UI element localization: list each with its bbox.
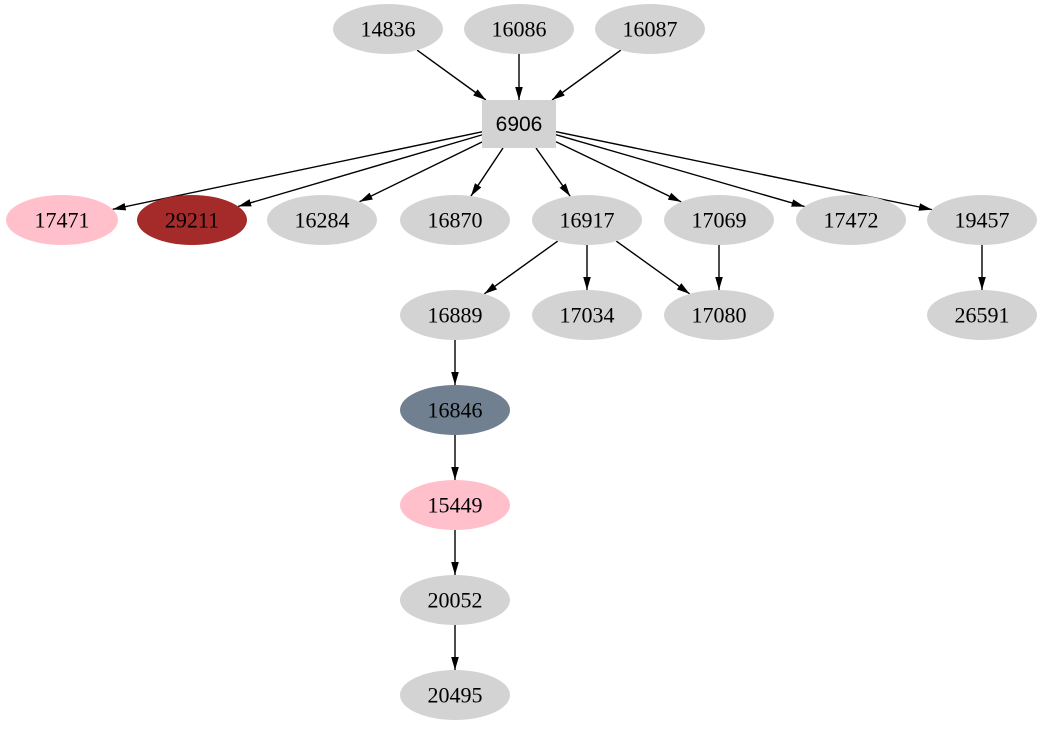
node-label-16889: 16889 <box>428 302 483 327</box>
node-label-15449: 15449 <box>428 492 483 517</box>
node-ellipse-shape <box>333 4 443 54</box>
node-ellipse-shape <box>927 195 1037 245</box>
node-20052: 20052 <box>400 575 510 625</box>
node-ellipse-shape <box>400 575 510 625</box>
node-label-20052: 20052 <box>428 587 483 612</box>
node-ellipse-shape <box>400 195 510 245</box>
node-14836: 14836 <box>333 4 443 54</box>
node-label-17472: 17472 <box>824 207 879 232</box>
edge-6906-29211 <box>238 134 483 208</box>
edge-6906-16870 <box>470 147 504 197</box>
node-label-14836: 14836 <box>361 16 416 41</box>
node-ellipse-shape <box>267 195 377 245</box>
node-ellipse-shape <box>400 385 510 435</box>
node-17069: 17069 <box>664 195 774 245</box>
node-label-16870: 16870 <box>428 207 483 232</box>
node-ellipse-shape <box>400 290 510 340</box>
node-16870: 16870 <box>400 195 510 245</box>
node-16917: 16917 <box>532 195 642 245</box>
edge-16917-16889 <box>483 240 559 295</box>
node-label-16284: 16284 <box>295 207 350 232</box>
node-16284: 16284 <box>267 195 377 245</box>
node-17080: 17080 <box>664 290 774 340</box>
node-ellipse-shape <box>464 4 574 54</box>
node-label-17471: 17471 <box>35 207 90 232</box>
node-ellipse-shape <box>400 480 510 530</box>
node-ellipse-shape <box>532 195 642 245</box>
node-ellipse-shape <box>532 290 642 340</box>
node-label-6906: 6906 <box>496 113 543 136</box>
node-ellipse-shape <box>796 195 906 245</box>
node-29211: 29211 <box>137 195 247 245</box>
node-17034: 17034 <box>532 290 642 340</box>
node-box-shape <box>482 100 556 148</box>
node-label-16846: 16846 <box>428 397 483 422</box>
node-17471: 17471 <box>6 195 118 245</box>
node-label-16086: 16086 <box>492 16 547 41</box>
edge-6906-17472 <box>555 134 805 208</box>
node-ellipse-shape <box>927 290 1037 340</box>
node-ellipse-shape <box>664 290 774 340</box>
node-ellipse-shape <box>595 4 705 54</box>
node-6906: 6906 <box>482 100 556 148</box>
node-label-19457: 19457 <box>955 207 1010 232</box>
node-ellipse-shape <box>6 195 118 245</box>
node-16889: 16889 <box>400 290 510 340</box>
node-label-29211: 29211 <box>165 207 219 232</box>
node-ellipse-shape <box>137 195 247 245</box>
node-label-17069: 17069 <box>692 207 747 232</box>
node-15449: 15449 <box>400 480 510 530</box>
edge-layer <box>112 49 986 670</box>
node-label-17034: 17034 <box>560 302 615 327</box>
node-label-26591: 26591 <box>955 302 1010 327</box>
node-20495: 20495 <box>400 670 510 720</box>
node-16846: 16846 <box>400 385 510 435</box>
edge-6906-16917 <box>535 147 571 197</box>
edge-16917-17080 <box>615 240 691 295</box>
node-ellipse-shape <box>400 670 510 720</box>
node-label-17080: 17080 <box>692 302 747 327</box>
node-layer: 14836 16086 16087 6906 17471 29211 16284 16870 1… <box>6 4 1037 720</box>
node-ellipse-shape <box>664 195 774 245</box>
node-16087: 16087 <box>595 4 705 54</box>
edge-6906-16284 <box>359 141 483 203</box>
node-19457: 19457 <box>927 195 1037 245</box>
edge-16087-6906 <box>551 49 622 101</box>
edge-6906-17069 <box>555 141 682 203</box>
node-17472: 17472 <box>796 195 906 245</box>
node-label-20495: 20495 <box>428 682 483 707</box>
edge-14836-6906 <box>416 49 487 101</box>
node-label-16087: 16087 <box>623 16 678 41</box>
node-16086: 16086 <box>464 4 574 54</box>
node-26591: 26591 <box>927 290 1037 340</box>
node-label-16917: 16917 <box>560 207 615 232</box>
